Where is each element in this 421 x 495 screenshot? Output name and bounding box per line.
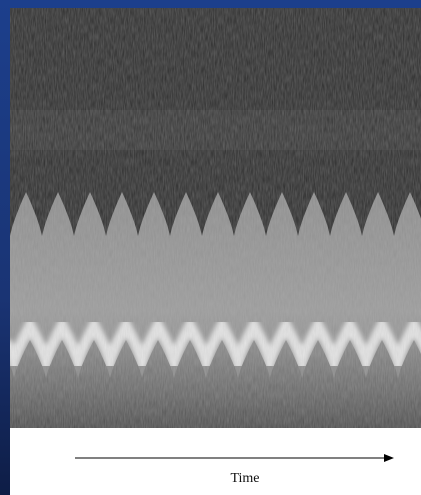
figure: Time [0,0,421,495]
m-mode-image [6,8,421,430]
caption-area [10,428,421,495]
speckle-noise [10,8,421,428]
axis-label: Time [230,471,259,486]
